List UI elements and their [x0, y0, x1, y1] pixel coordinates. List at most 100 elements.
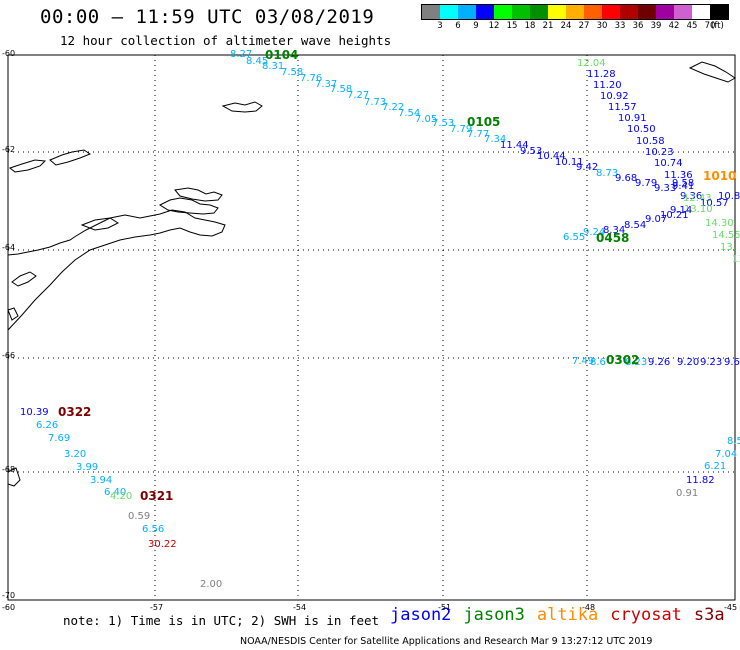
- wave-height-reading: 9.41: [672, 181, 695, 192]
- wave-height-reading: 7.73: [364, 97, 387, 108]
- wave-height-reading: 8.34: [603, 225, 626, 236]
- color-legend: (ft) 3 6 9 12 15 18 21 24 27 30 33 36 39 42 45 70: [421, 4, 729, 32]
- pass-time-label: 0105: [467, 115, 501, 129]
- wave-height-reading: 12.04: [577, 58, 606, 69]
- wave-height-reading: 8.73: [596, 168, 619, 179]
- island-7: [11, 271, 37, 287]
- island-4: [49, 149, 92, 166]
- wave-height-reading: 8.31: [262, 61, 285, 72]
- wave-height-reading: 8.5: [727, 436, 740, 447]
- legend-tick-label: 45: [686, 21, 698, 31]
- wave-height-reading: 7.76: [300, 73, 323, 84]
- wave-height-reading: 9.26: [648, 357, 671, 368]
- wave-height-reading: 7.58: [281, 67, 304, 78]
- legend-swatch: [620, 5, 638, 19]
- legend-swatch: [674, 5, 692, 19]
- latitude-label: -60: [2, 49, 16, 58]
- pass-time-label: 0302: [606, 353, 640, 367]
- pass-time-label: 0458: [596, 231, 630, 245]
- wave-height-reading: 7.04: [715, 449, 738, 460]
- legend-swatches: [421, 4, 729, 20]
- legend-tick-label: 70: [704, 21, 716, 31]
- map-frame: [7, 54, 736, 601]
- legend-swatch: [440, 5, 458, 19]
- wave-height-reading: 7.49: [572, 356, 595, 367]
- wave-height-reading: 7.58: [330, 84, 353, 95]
- wave-height-reading: 10.11: [555, 157, 584, 168]
- legend-tick-label: 18: [524, 21, 536, 31]
- satellite-legend-jason2: jason2: [390, 605, 452, 625]
- wave-height-reading: 6.55: [563, 232, 586, 243]
- wave-height-reading: 9.23: [700, 357, 723, 368]
- satellite-legend-s3a: s3a: [693, 605, 725, 625]
- legend-tick-label: 36: [632, 21, 644, 31]
- wave-height-reading: 10.91: [618, 113, 647, 124]
- wave-height-reading: 10.44: [537, 151, 566, 162]
- legend-tick-label: 3: [437, 21, 443, 31]
- legend-swatch: [566, 5, 584, 19]
- wave-height-reading: 11.44: [500, 140, 529, 151]
- legend-tick-label: 15: [506, 21, 518, 31]
- latitude-label: -64: [2, 243, 16, 252]
- wave-height-reading: 30.22: [148, 539, 177, 550]
- wave-height-reading: 6.40: [104, 487, 127, 498]
- wave-height-reading: 2.00: [200, 579, 223, 590]
- wave-height-reading: 9.68: [615, 173, 638, 184]
- wave-height-reading: 7.53: [432, 118, 455, 129]
- latitude-label: -68: [2, 465, 16, 474]
- island-6: [80, 217, 120, 231]
- footnote: note: 1) Time is in UTC; 2) SWH is in fe…: [63, 613, 380, 628]
- map-canvas: [7, 54, 736, 601]
- credit-line: NOAA/NESDIS Center for Satellite Applica…: [240, 636, 653, 647]
- legend-swatch: [458, 5, 476, 19]
- legend-unit: (ft): [711, 21, 724, 31]
- wave-height-reading: 7.34: [484, 134, 507, 145]
- longitude-label: -48: [582, 603, 596, 612]
- legend-swatch: [602, 5, 620, 19]
- wave-height-reading: 9.58: [672, 178, 695, 189]
- wave-height-reading: 9.33: [654, 183, 677, 194]
- longitude-label: -54: [293, 603, 307, 612]
- wave-height-reading: 8.27: [230, 49, 253, 60]
- wave-height-reading: 6.56: [142, 524, 165, 535]
- wave-height-reading: 12.43: [683, 193, 712, 204]
- island-8: [7, 307, 19, 321]
- satellite-legend-cryosat: cryosat: [610, 605, 682, 625]
- legend-tick-label: 27: [578, 21, 590, 31]
- wave-height-reading: 10.58: [636, 136, 665, 147]
- chart-title: 00:00 – 11:59 UTC 03/08/2019: [40, 6, 375, 28]
- wave-height-reading: 8.6: [590, 357, 606, 368]
- coastline: [7, 61, 736, 487]
- wave-height-reading: 14.30: [705, 218, 734, 229]
- wave-height-reading: 9.79: [635, 178, 658, 189]
- wave-height-reading: 7.37: [315, 79, 338, 90]
- wave-height-reading: 9.6: [724, 357, 740, 368]
- wave-height-reading: 10.57: [700, 198, 729, 209]
- wave-height-reading: 3.99: [76, 462, 99, 473]
- island-10: [688, 61, 736, 83]
- legend-tick-label: 39: [650, 21, 662, 31]
- legend-tick-label: 6: [455, 21, 461, 31]
- wave-height-reading: 7.54: [398, 108, 421, 119]
- pass-time-label: 0321: [140, 489, 174, 503]
- wave-height-reading: 9.14: [670, 205, 693, 216]
- wave-height-reading: 7.22: [382, 102, 405, 113]
- wave-height-reading: 8.45: [246, 56, 269, 67]
- legend-tick-label: 30: [596, 21, 608, 31]
- legend-tick-label: 42: [668, 21, 680, 31]
- legend-swatch: [512, 5, 530, 19]
- legend-swatch: [476, 5, 494, 19]
- wave-height-reading: 8.23: [625, 357, 648, 368]
- legend-swatch: [656, 5, 674, 19]
- wave-height-reading: 14.55: [712, 230, 740, 241]
- wave-height-reading: 11.57: [608, 102, 637, 113]
- wave-height-reading: 9.20: [677, 357, 700, 368]
- wave-height-reading: 11.28: [587, 69, 616, 80]
- island-5: [8, 159, 47, 173]
- legend-tick-label: 21: [542, 21, 554, 31]
- wave-height-reading: 7.27: [347, 90, 370, 101]
- legend-swatch: [638, 5, 656, 19]
- wave-height-reading: 7.79: [450, 124, 473, 135]
- legend-tick-label: 9: [473, 21, 479, 31]
- latitude-label: -62: [2, 145, 16, 154]
